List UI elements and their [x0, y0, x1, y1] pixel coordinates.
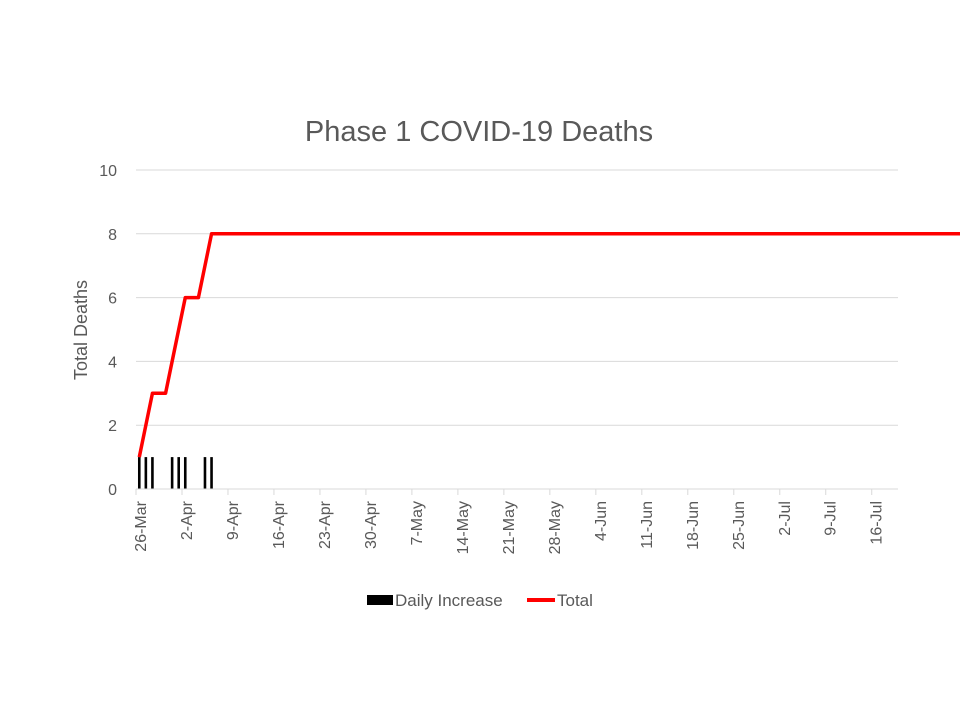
- y-tick-label: 0: [108, 482, 117, 499]
- legend-swatch-daily-increase: [367, 595, 393, 605]
- x-tick-labels: 26-Mar 2-Apr 9-Apr 16-Apr 23-Apr 30-Apr 7-May 1…: [133, 500, 886, 554]
- x-tick-label: 11-Jun: [639, 501, 656, 549]
- x-tick-label: 16-Jul: [869, 501, 886, 545]
- bar-daily-increase: [210, 457, 213, 489]
- y-tick-label: 8: [108, 227, 117, 244]
- bar-daily-increase: [177, 457, 180, 489]
- x-axis: [135, 488, 898, 495]
- x-tick-label: 26-Mar: [133, 500, 150, 551]
- x-tick-label: 2-Apr: [179, 500, 196, 540]
- total-line-group: [137, 232, 960, 458]
- x-tick-label: 21-May: [501, 501, 518, 554]
- x-tick-label: 23-Apr: [317, 500, 334, 549]
- bar-daily-increase: [183, 457, 187, 489]
- x-tick-label: 4-Jun: [593, 501, 610, 541]
- y-tick-label: 2: [108, 418, 117, 435]
- x-tick-label: 2-Jul: [777, 501, 794, 536]
- bar-daily-increase: [144, 457, 148, 489]
- y-tick-label: 10: [99, 163, 117, 180]
- line-total: [137, 232, 960, 458]
- x-tick-label: 14-May: [455, 501, 472, 554]
- legend: Daily Increase Total: [367, 591, 593, 610]
- legend-label-total: Total: [557, 591, 593, 610]
- y-tick-label: 4: [108, 354, 117, 371]
- gridlines: [136, 169, 898, 426]
- y-tick-label: 6: [108, 291, 117, 308]
- bar-daily-increase: [151, 457, 154, 489]
- x-tick-label: 25-Jun: [731, 501, 748, 550]
- x-tick-label: 9-Apr: [225, 500, 242, 540]
- x-tick-label: 18-Jun: [685, 501, 702, 550]
- x-tick-label: 30-Apr: [363, 500, 380, 549]
- chart-title: Phase 1 COVID-19 Deaths: [305, 116, 653, 148]
- x-tick-label: 9-Jul: [823, 501, 840, 536]
- bar-daily-increase: [203, 457, 207, 489]
- x-tick-label: 7-May: [409, 501, 426, 545]
- x-tick-label: 28-May: [547, 501, 564, 554]
- y-axis-label: Total Deaths: [71, 280, 91, 380]
- bar-daily-increase: [170, 457, 174, 489]
- daily-increase-bars: [137, 457, 213, 489]
- bar-daily-increase: [137, 457, 141, 489]
- legend-label-daily-increase: Daily Increase: [395, 591, 503, 610]
- y-tick-labels: 0 2 4 6 8 10: [99, 163, 117, 499]
- x-tick-label: 16-Apr: [271, 500, 288, 549]
